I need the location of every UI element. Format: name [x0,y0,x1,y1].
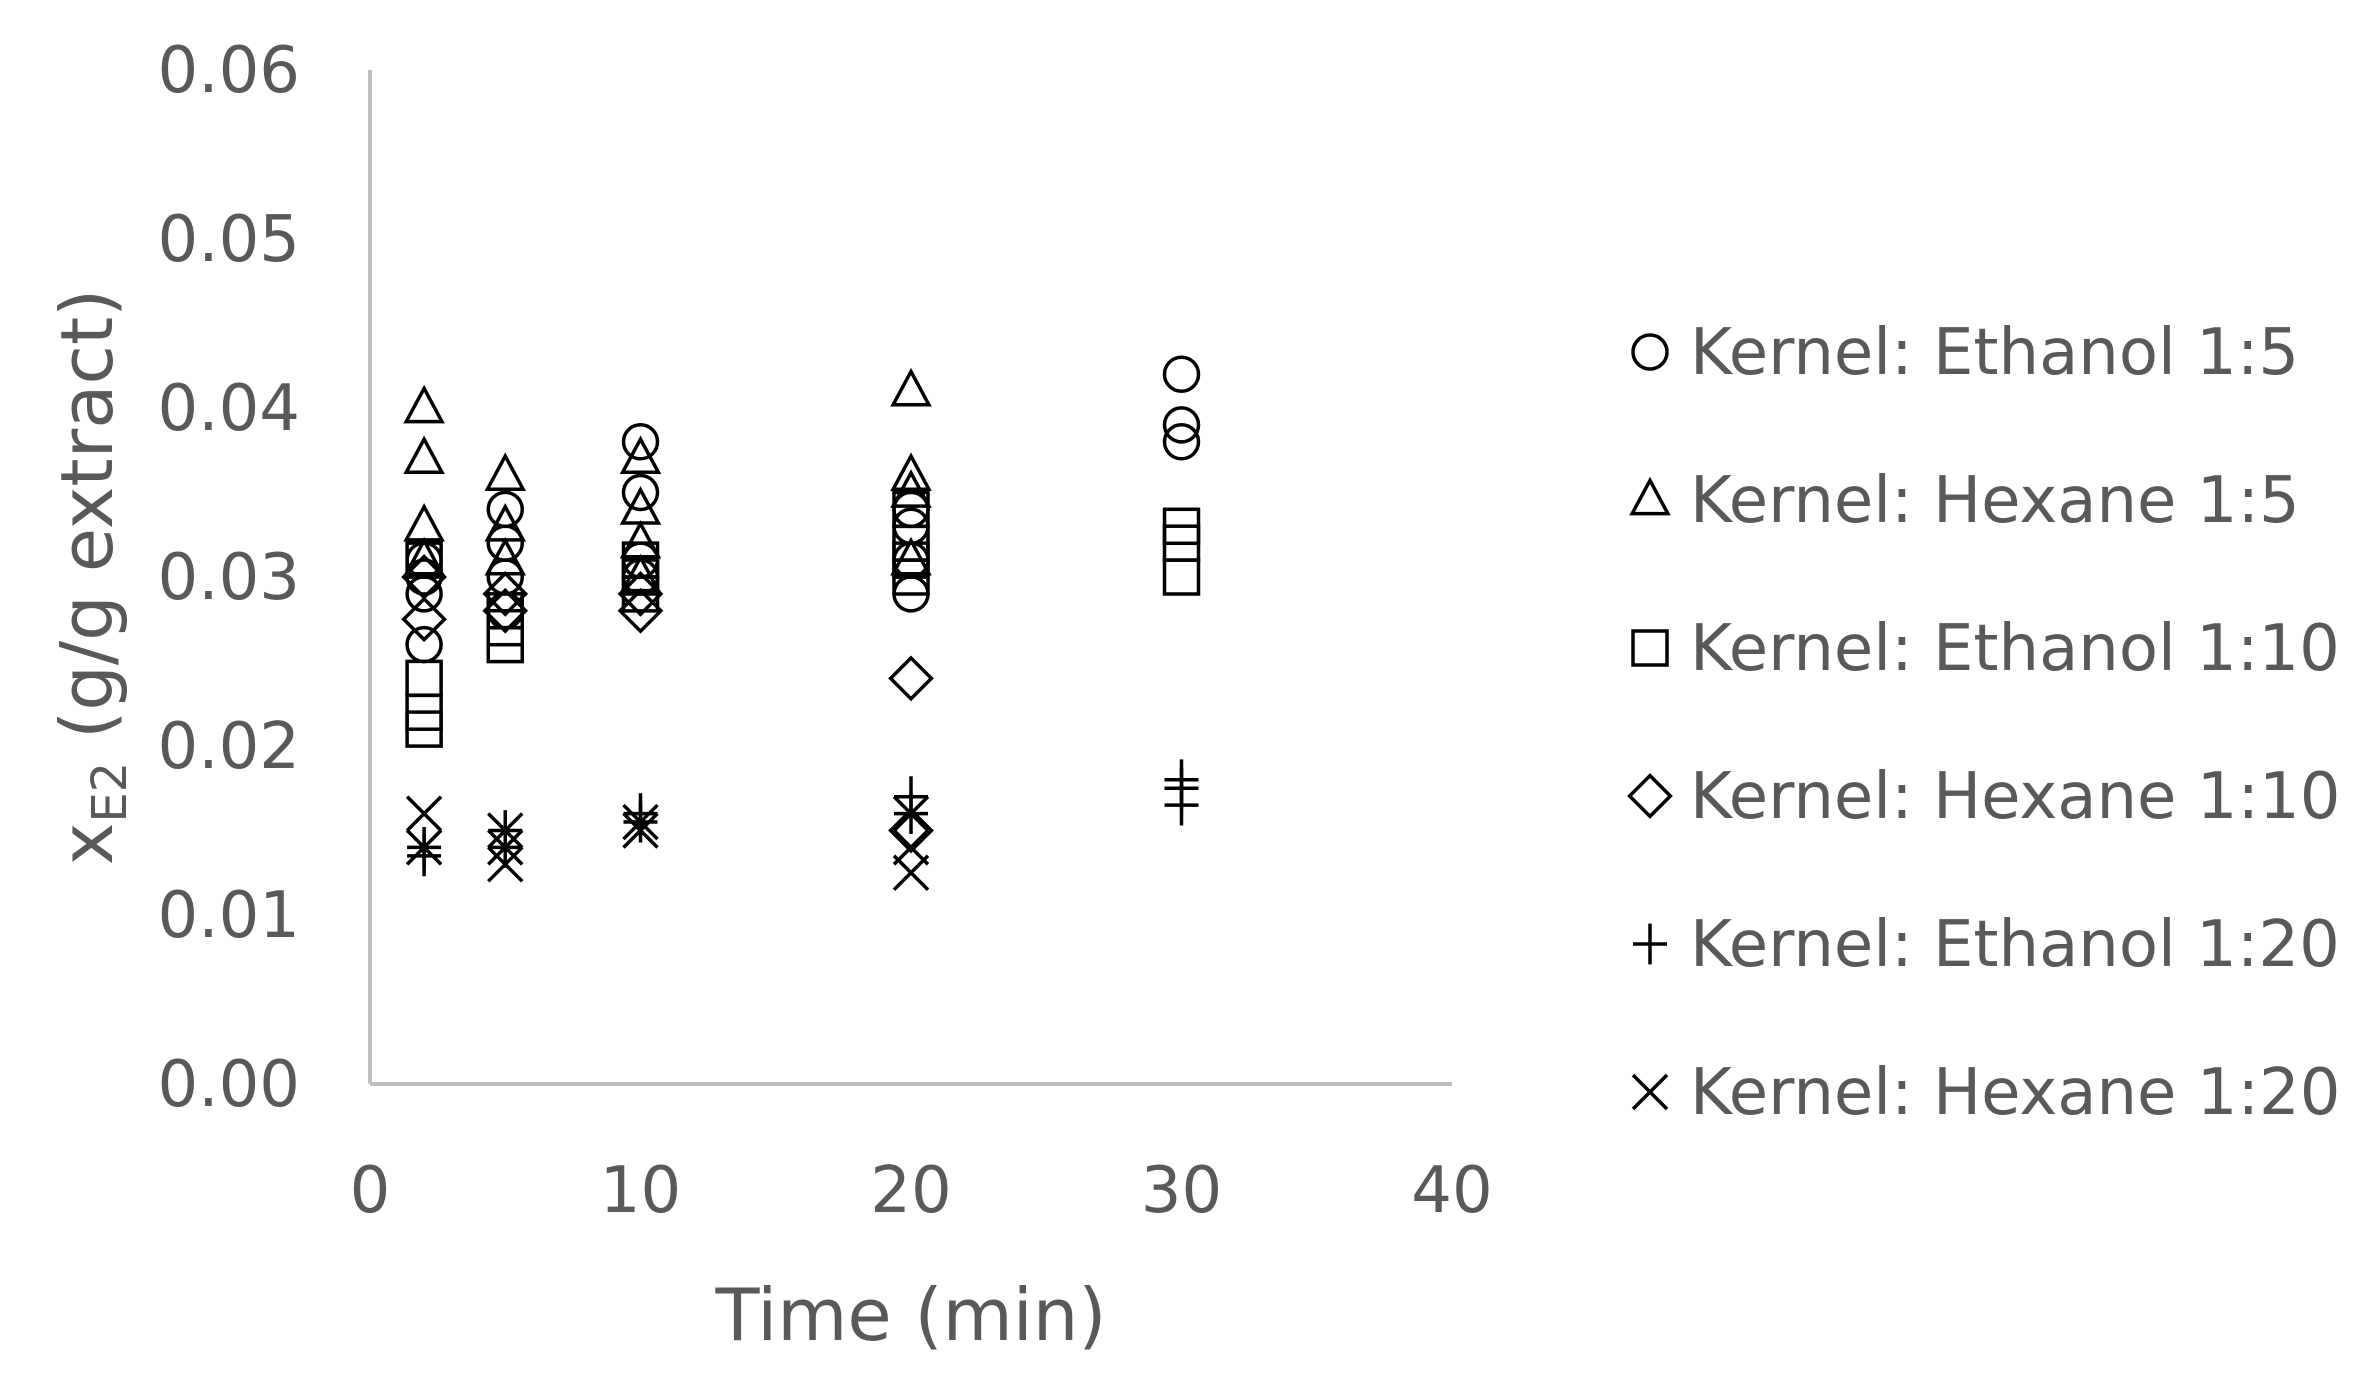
y-tick-label: 0.05 [158,203,301,277]
data-point [405,659,443,698]
data-point [1162,423,1201,461]
legend-label: Kernel: Ethanol 1:5 [1690,316,2299,390]
y-axis-title-subscript: E2 [82,762,138,823]
data-points [401,355,1201,891]
legend-marker-plus-icon [1633,923,1667,965]
x-tick-label: 40 [1411,1154,1492,1228]
legend-marker-diamond-icon [1627,773,1673,819]
data-point [405,625,443,664]
data-point [403,536,445,576]
legend-label: Kernel: Ethanol 1:20 [1690,908,2340,982]
data-point [892,490,930,529]
data-point [1164,759,1199,801]
data-point [405,795,443,832]
data-point [487,812,524,849]
x-tick-labels: 0 10 20 30 40 [350,1154,1493,1228]
data-point [486,490,524,529]
legend-label: Kernel: Hexane 1:10 [1690,760,2340,834]
series-triangle [403,367,932,593]
legend-item: Kernel: Ethanol 1:10 [1631,612,2340,686]
data-point [403,384,445,424]
legend-label: Kernel: Hexane 1:5 [1690,464,2300,538]
legend-item: Kernel: Ethanol 1:5 [1631,316,2299,390]
data-point [617,587,664,634]
y-axis-title-main: x [45,823,129,866]
data-point [888,807,934,854]
legend-label: Kernel: Hexane 1:20 [1690,1056,2340,1130]
data-point [403,435,445,475]
data-point [890,536,932,576]
y-tick-label: 0.06 [158,34,301,108]
data-point [623,793,658,834]
x-axis-title: Time (min) [714,1273,1106,1357]
data-point [1162,355,1201,393]
data-point [403,503,445,542]
series-square [405,490,1201,748]
data-point [484,452,527,491]
legend-marker-triangle-icon [1629,476,1671,516]
y-axis-title-rest: (g/g extract) [45,289,129,762]
data-point [890,452,932,491]
y-tick-label: 0.00 [158,1048,301,1122]
y-tick-label: 0.03 [158,541,301,615]
x-tick-label: 20 [870,1154,951,1228]
data-point [621,541,660,579]
data-point [487,846,524,883]
data-point [484,503,527,542]
data-point [401,596,447,643]
legend-marker-circle-icon [1631,333,1669,371]
data-point [1162,558,1201,596]
data-point [405,541,443,579]
x-tick-label: 30 [1141,1154,1222,1228]
data-point [487,829,524,866]
data-point [1162,507,1201,546]
series-circle [405,355,1201,664]
data-point [892,829,930,866]
legend-item: Kernel: Ethanol 1:20 [1633,908,2340,982]
data-point [622,812,659,849]
legend-marker-x-icon [1631,1073,1669,1111]
data-point [890,367,932,407]
series-x [405,795,930,891]
legend-item: Kernel: Hexane 1:20 [1631,1056,2340,1130]
data-point [619,519,662,559]
x-tick-label: 0 [350,1154,391,1228]
data-point [619,435,662,475]
data-point [892,795,930,832]
series-plus [407,759,1199,877]
data-point [622,803,659,841]
axes [368,70,1452,1086]
data-point [621,473,660,512]
data-point [486,592,524,630]
legend-item: Kernel: Hexane 1:5 [1629,464,2300,538]
data-point [482,571,529,617]
y-tick-label: 0.04 [158,372,301,446]
data-point [405,829,443,866]
data-point [894,776,928,818]
legend-label: Kernel: Ethanol 1:10 [1690,612,2340,686]
y-tick-labels: 0.00 0.01 0.02 0.03 0.04 0.05 0.06 [158,34,301,1122]
data-point [892,854,930,891]
data-point [617,571,664,617]
legend: Kernel: Ethanol 1:5 Kernel: Hexane 1:5 Ker… [1627,316,2340,1130]
data-point [619,486,662,525]
data-point [888,655,934,702]
series-diamond [401,554,934,854]
x-tick-label: 10 [600,1154,681,1228]
data-point [401,554,447,600]
data-point [621,423,660,461]
y-tick-label: 0.02 [158,710,301,784]
data-point [1162,406,1201,444]
y-axis-title: xE2 (g/g extract) [45,289,138,866]
data-point [482,587,529,634]
y-tick-label: 0.01 [158,879,301,953]
legend-item: Kernel: Hexane 1:10 [1627,760,2340,834]
legend-marker-square-icon [1631,629,1669,667]
